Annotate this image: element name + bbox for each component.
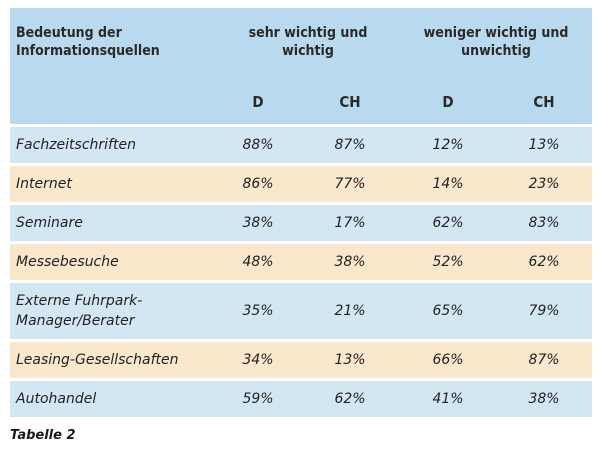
cell-d-important: 38% (216, 202, 300, 243)
row-label: Internet (10, 163, 216, 204)
cell-d-less-important: 12% (400, 124, 497, 165)
cell-d-less-important: 14% (400, 163, 497, 204)
row-label: Autohandel (10, 378, 216, 417)
cell-d-important: 34% (216, 339, 300, 380)
sub-header-ch-important: CH (300, 80, 401, 126)
cell-ch-important: 87% (300, 124, 401, 165)
table-row: Fachzeitschriften 88% 87% 12% 13% (10, 124, 593, 165)
label-column-header: Bedeutung der Informationsquellen (10, 8, 216, 80)
cell-ch-less-important: 13% (496, 124, 593, 165)
table-row: Seminare 38% 17% 62% 83% (10, 202, 593, 243)
table-row: Internet 86% 77% 14% 23% (10, 163, 593, 204)
data-table-container: Bedeutung der Informationsquellen sehr w… (10, 8, 593, 417)
cell-ch-important: 21% (300, 280, 401, 341)
group-header-less-important: weniger wichtig und unwichtig (400, 8, 593, 80)
cell-d-important: 86% (216, 163, 300, 204)
table-row: Leasing-Gesellschaften 34% 13% 66% 87% (10, 339, 593, 380)
sub-header-d-important: D (216, 80, 300, 126)
header-row-groups: Bedeutung der Informationsquellen sehr w… (10, 8, 593, 80)
cell-ch-important: 13% (300, 339, 401, 380)
cell-ch-less-important: 79% (496, 280, 593, 341)
cell-d-less-important: 41% (400, 378, 497, 417)
cell-d-important: 88% (216, 124, 300, 165)
cell-ch-important: 17% (300, 202, 401, 243)
cell-ch-less-important: 87% (496, 339, 593, 380)
table-row: Externe Fuhrpark-Manager/Berater 35% 21%… (10, 280, 593, 341)
cell-d-less-important: 62% (400, 202, 497, 243)
cell-ch-less-important: 83% (496, 202, 593, 243)
sub-header-ch-less-important: CH (496, 80, 593, 126)
cell-ch-less-important: 38% (496, 378, 593, 417)
table-row: Autohandel 59% 62% 41% 38% (10, 378, 593, 417)
cell-d-important: 35% (216, 280, 300, 341)
table-header: Bedeutung der Informationsquellen sehr w… (10, 8, 593, 126)
cell-ch-less-important: 62% (496, 241, 593, 282)
header-blank-cell (10, 80, 216, 126)
cell-d-less-important: 66% (400, 339, 497, 380)
cell-d-less-important: 65% (400, 280, 497, 341)
table-row: Messebesuche 48% 38% 52% 62% (10, 241, 593, 282)
row-label: Fachzeitschriften (10, 124, 216, 165)
row-label: Externe Fuhrpark-Manager/Berater (10, 280, 216, 341)
group-header-important: sehr wichtig und wichtig (216, 8, 401, 80)
row-label: Messebesuche (10, 241, 216, 282)
row-label: Seminare (10, 202, 216, 243)
table-body: Fachzeitschriften 88% 87% 12% 13% Intern… (10, 124, 593, 417)
table-caption: Tabelle 2 (10, 428, 76, 443)
cell-d-important: 59% (216, 378, 300, 417)
cell-ch-important: 62% (300, 378, 401, 417)
cell-d-less-important: 52% (400, 241, 497, 282)
cell-ch-less-important: 23% (496, 163, 593, 204)
header-row-countries: D CH D CH (10, 80, 593, 126)
sub-header-d-less-important: D (400, 80, 497, 126)
cell-d-important: 48% (216, 241, 300, 282)
row-label: Leasing-Gesellschaften (10, 339, 216, 380)
cell-ch-important: 38% (300, 241, 401, 282)
information-sources-table: Bedeutung der Informationsquellen sehr w… (10, 8, 593, 417)
cell-ch-important: 77% (300, 163, 401, 204)
